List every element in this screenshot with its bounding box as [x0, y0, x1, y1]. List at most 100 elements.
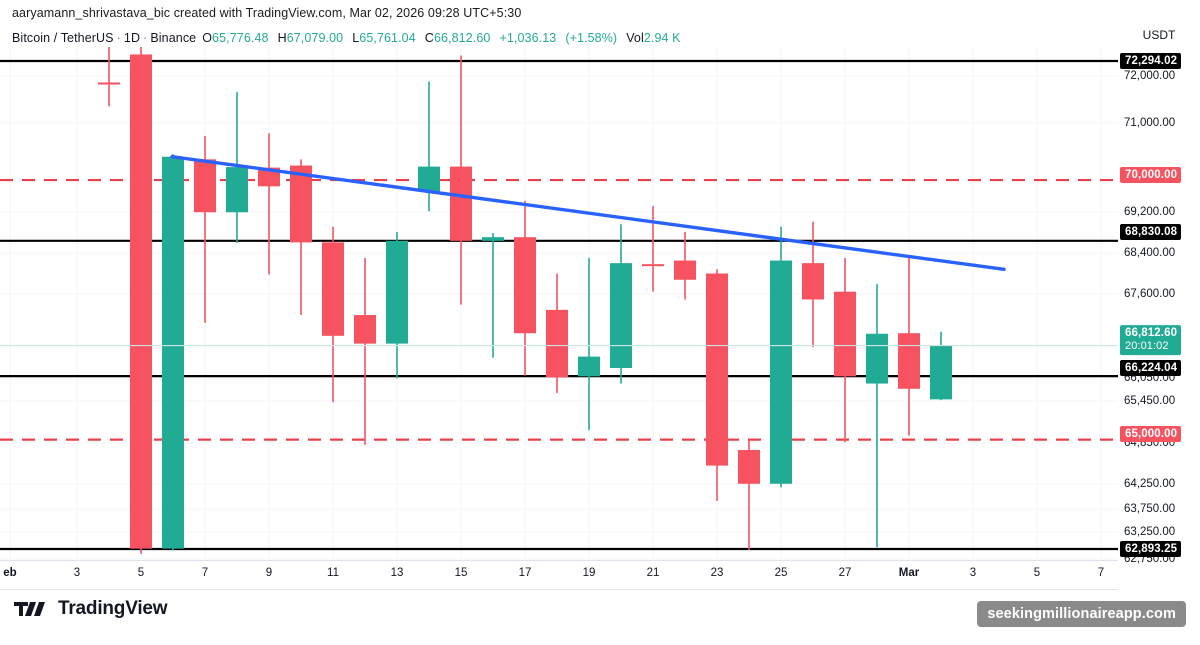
legend-close-label: C [424, 31, 434, 45]
time-tick-label: 15 [454, 567, 468, 579]
time-tick-label: 5 [137, 567, 145, 579]
time-tick-label: 23 [710, 567, 724, 579]
time-tick-label: 3 [969, 567, 977, 579]
candle-series [98, 47, 952, 554]
price-tick-label: 67,600.00 [1124, 288, 1176, 300]
chart-plot-area[interactable] [0, 47, 1118, 560]
trendline [170, 155, 1006, 272]
price-tick-label: 63,250.00 [1124, 526, 1176, 538]
candle-body [770, 260, 792, 484]
candlestick-svg [0, 47, 1118, 560]
time-tick-label: 21 [646, 567, 660, 579]
time-tick-label: 9 [265, 567, 273, 579]
price-scale-unit: USDT [1142, 28, 1176, 42]
candle-body [226, 167, 248, 213]
price-level-badge[interactable]: 65,000.00 [1120, 426, 1182, 442]
candle-body [930, 345, 952, 400]
price-level-badge[interactable]: 72,294.02 [1120, 53, 1182, 69]
price-tick-label: 65,450.00 [1124, 395, 1176, 407]
candle-body [802, 263, 824, 300]
time-tick-label: 17 [518, 567, 532, 579]
candle-body [898, 333, 920, 389]
current-price-badge[interactable]: 66,812.60 20:01:02 [1120, 325, 1182, 355]
price-tick-label: 63,750.00 [1124, 503, 1176, 515]
legend-symbol[interactable]: Bitcoin / TetherUS [12, 31, 114, 45]
legend-open-label: O [202, 31, 213, 45]
time-tick-label: 19 [582, 567, 596, 579]
legend-low-label: L [352, 31, 360, 45]
legend-change-percent: (+1.58%) [565, 31, 618, 45]
candle-body [738, 450, 760, 484]
footer-bar: TradingView seekingmillionaireapp.com [0, 590, 1200, 645]
time-tick-label: 3 [73, 567, 81, 579]
candle-body [130, 54, 152, 549]
time-tick-label: 5 [1033, 567, 1041, 579]
price-level-badge[interactable]: 62,893.25 [1120, 541, 1182, 557]
legend-exchange[interactable]: Binance [150, 31, 197, 45]
grid-lines [0, 47, 1118, 560]
site-watermark: seekingmillionaireapp.com [977, 601, 1186, 627]
price-tick-label: 64,250.00 [1124, 478, 1176, 490]
candle-body [674, 260, 696, 280]
candle-body [450, 166, 472, 241]
candle-body [386, 240, 408, 344]
trendline-segment [170, 155, 1006, 272]
price-badge-value: 66,224.04 [1125, 362, 1178, 374]
candle-body [834, 291, 856, 377]
legend-open-value: 65,776.48 [212, 31, 269, 45]
legend-timeframe[interactable]: 1D [123, 31, 141, 45]
tradingview-wordmark: TradingView [58, 598, 168, 619]
legend-high-label: H [277, 31, 287, 45]
candle-body [194, 159, 216, 213]
legend-close-value: 66,812.60 [433, 31, 491, 45]
time-tick-label: 7 [1097, 567, 1105, 579]
price-badge-value: 68,830.08 [1125, 226, 1178, 238]
legend-change: +1,036.13 [499, 31, 557, 45]
candle-body [98, 82, 120, 85]
price-tick-label: 69,200.00 [1124, 206, 1176, 218]
price-scale[interactable]: USDT 72,000.00 71,000.00 69,200.00 68,400.0… [1118, 25, 1200, 565]
time-tick-label: 27 [838, 567, 852, 579]
chart-legend: Bitcoin / TetherUS · 1D · Binance O65,776.48 H… [12, 31, 681, 45]
candle-body [418, 166, 440, 192]
price-badge-countdown: 20:01:02 [1125, 340, 1169, 353]
price-level-badge[interactable]: 70,000.00 [1120, 167, 1182, 183]
price-tick-label: 71,000.00 [1124, 117, 1176, 129]
candle-body [162, 156, 184, 549]
candle-body [482, 237, 504, 241]
candle-body [290, 165, 312, 243]
price-level-badge[interactable]: 66,224.04 [1120, 360, 1182, 376]
price-level-badge[interactable]: 68,830.08 [1120, 224, 1182, 240]
price-tick-label: 68,400.00 [1124, 247, 1176, 259]
candle-body [578, 356, 600, 377]
candle-body [546, 309, 568, 378]
price-badge-value: 72,294.02 [1125, 55, 1178, 67]
time-tick-label: 25 [774, 567, 788, 579]
time-scale[interactable]: eb 3 5 7 9 11 13 15 17 19 21 23 25 27 Mar 3 5 7 [0, 560, 1118, 590]
horizontal-level-lines [0, 59, 1118, 551]
time-tick-label: 13 [390, 567, 404, 579]
time-tick-label: 7 [201, 567, 209, 579]
legend-volume-label: Vol [626, 31, 644, 45]
time-tick-label: Mar [898, 567, 920, 579]
price-badge-value: 65,000.00 [1125, 428, 1178, 440]
tradingview-logo[interactable]: TradingView [14, 598, 168, 620]
candle-body [642, 264, 664, 267]
tradingview-mark-icon [14, 602, 45, 616]
legend-volume-value: 2.94 K [643, 31, 681, 45]
time-tick-label: eb [3, 567, 17, 579]
price-badge-value: 66,812.60 [1125, 327, 1178, 340]
candle-body [354, 315, 376, 344]
attribution-text: aaryamann_shrivastava_bic created with T… [12, 6, 522, 20]
candle-body [322, 242, 344, 336]
legend-low-value: 65,761.04 [359, 31, 416, 45]
candle-body [610, 263, 632, 369]
time-tick-label: 11 [327, 567, 339, 579]
price-tick-label: 72,000.00 [1124, 70, 1176, 82]
candle-body [706, 273, 728, 466]
price-badge-value: 70,000.00 [1125, 169, 1178, 181]
price-badge-value: 62,893.25 [1125, 543, 1178, 555]
candle-body [866, 333, 888, 384]
legend-high-value: 67,079.00 [286, 31, 344, 45]
